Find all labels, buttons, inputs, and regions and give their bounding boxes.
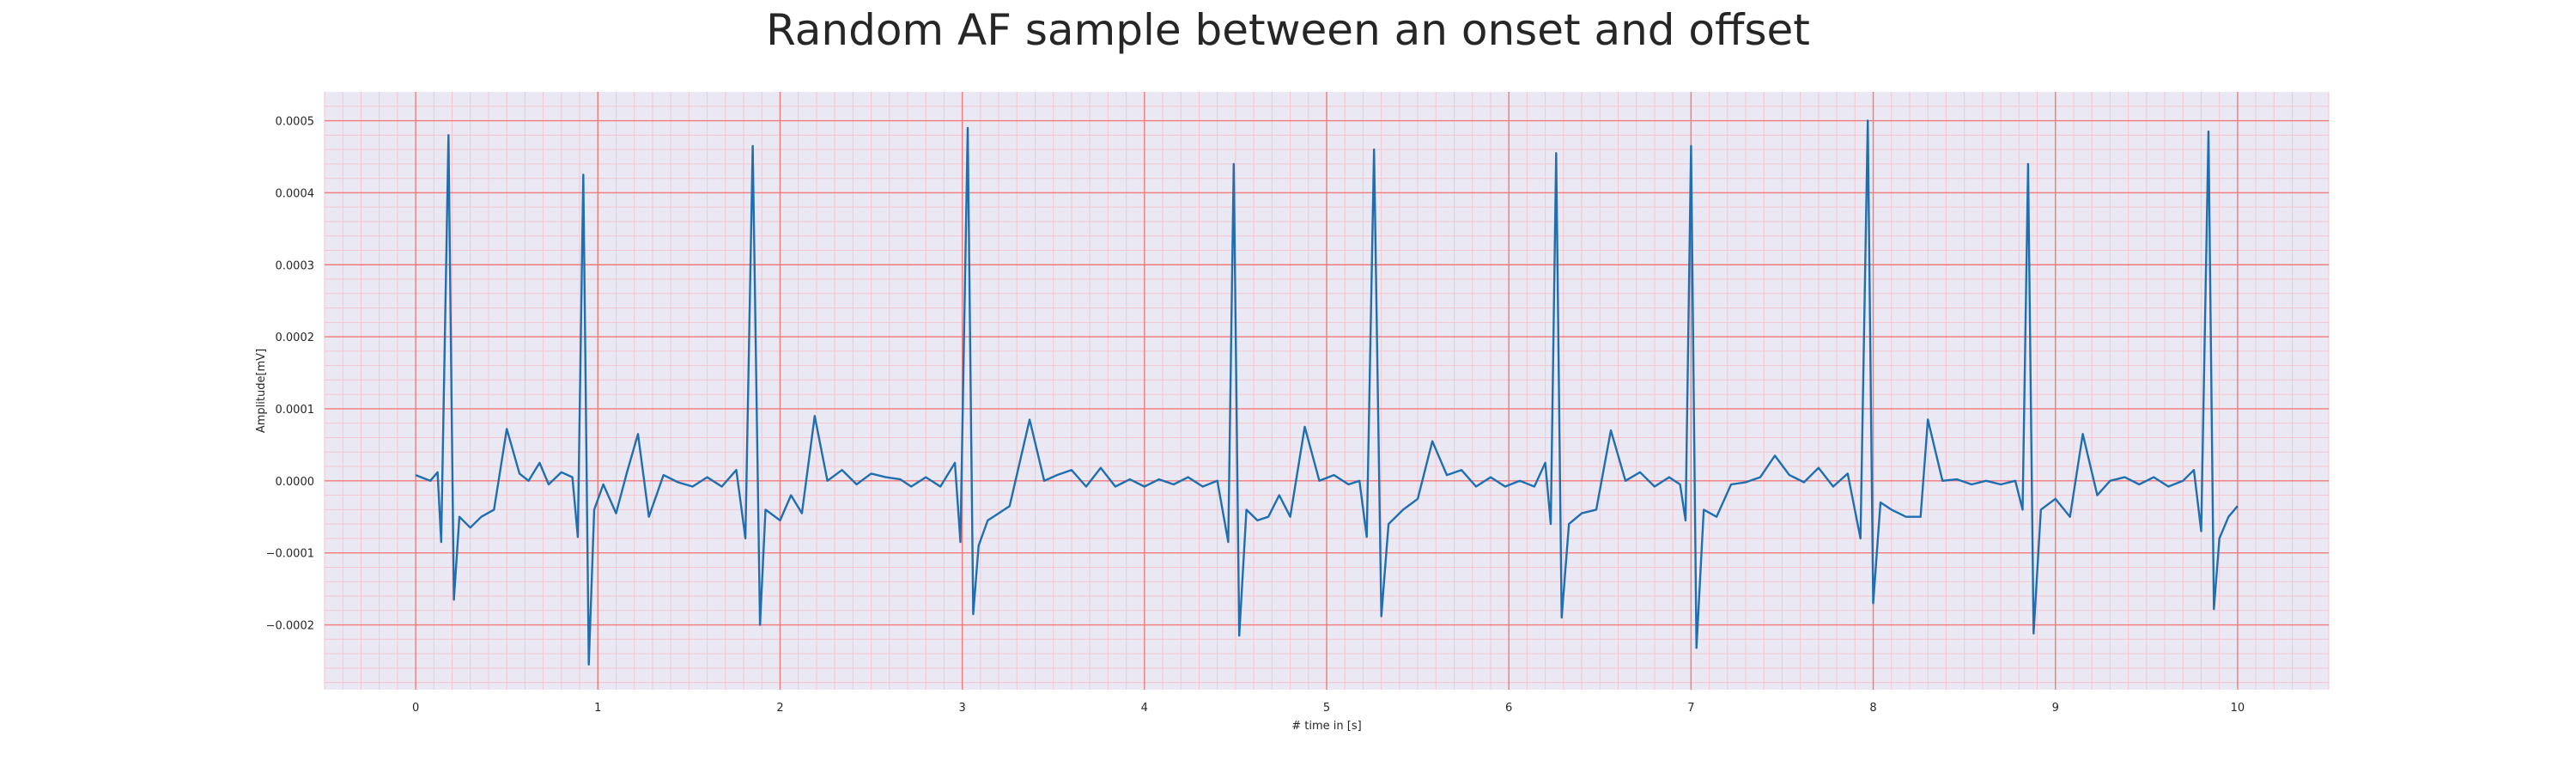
y-axis-label: Amplitude[mV] <box>255 349 268 433</box>
x-tick-label: 2 <box>776 702 783 715</box>
x-tick-label: 9 <box>2052 702 2059 715</box>
y-axis-ticks: −0.0002 −0.0001 0.0000 0.0001 0.0002 0.0003 0.… <box>266 116 314 633</box>
y-tick-label: 0.0003 <box>276 259 315 272</box>
series-line-ecg <box>415 119 2239 666</box>
y-tick-label: 0.0005 <box>276 116 315 129</box>
x-tick-label: 4 <box>1141 702 1148 715</box>
y-tick-label: −0.0002 <box>266 620 314 633</box>
y-tick-label: −0.0001 <box>266 548 314 561</box>
y-tick-label: 0.0001 <box>276 404 315 417</box>
x-tick-label: 0 <box>412 702 419 715</box>
x-tick-label: 10 <box>2231 702 2245 715</box>
y-tick-label: 0.0000 <box>276 476 315 489</box>
x-tick-label: 1 <box>594 702 601 715</box>
x-tick-label: 5 <box>1323 702 1330 715</box>
x-tick-label: 8 <box>1869 702 1876 715</box>
chart-title: Random AF sample between an onset and of… <box>766 5 1810 55</box>
x-tick-label: 7 <box>1687 702 1694 715</box>
x-tick-label: 6 <box>1505 702 1512 715</box>
x-tick-label: 3 <box>958 702 965 715</box>
x-axis-ticks: 0 1 2 3 4 5 6 7 8 9 10 <box>412 702 2245 715</box>
major-grid <box>325 92 2329 690</box>
y-tick-label: 0.0004 <box>276 187 315 200</box>
x-axis-label: # time in [s] <box>1291 720 1361 733</box>
y-tick-label: 0.0002 <box>276 332 315 344</box>
